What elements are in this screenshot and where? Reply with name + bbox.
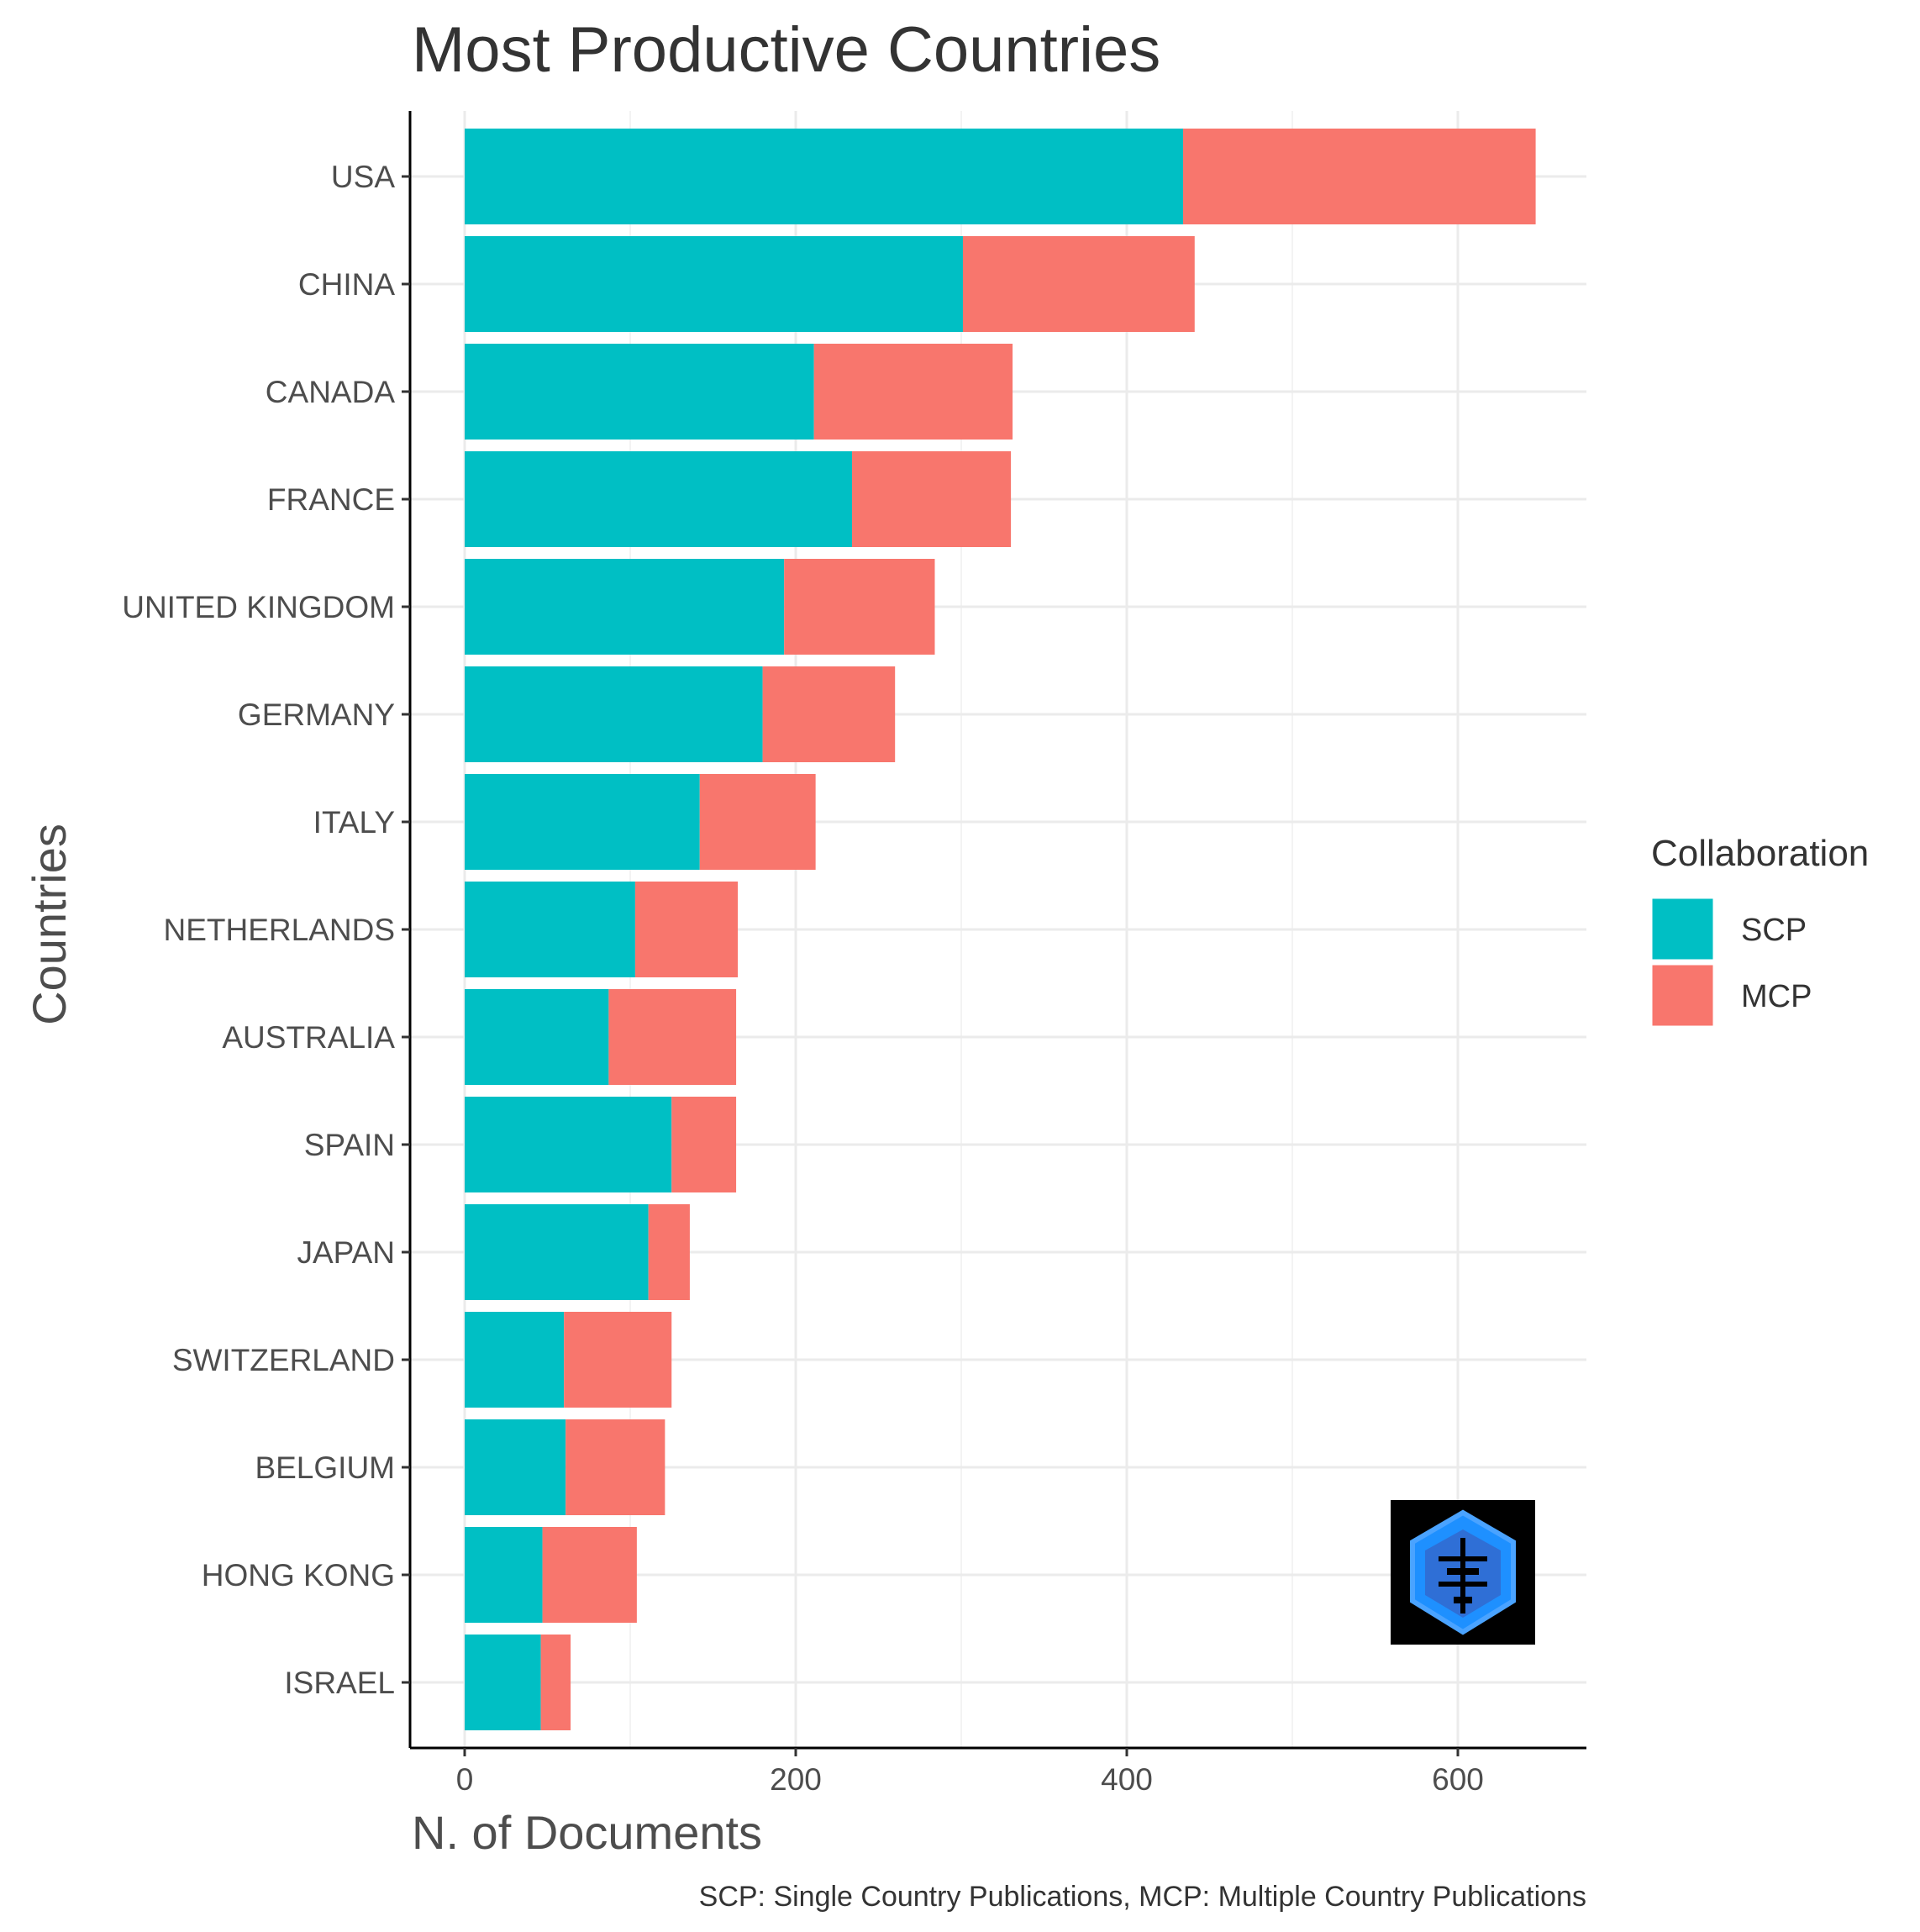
x-axis-ticks: 0 200 400 600 <box>456 1748 1484 1797</box>
bar-scp-japan <box>465 1204 649 1300</box>
y-tick-label: USA <box>331 160 395 194</box>
bars <box>465 129 1536 1730</box>
y-tick-label: HONG KONG <box>202 1558 395 1592</box>
logo-icon <box>1391 1500 1535 1645</box>
caption: SCP: Single Country Publications, MCP: M… <box>699 1881 1586 1913</box>
y-tick-label: SWITZERLAND <box>172 1343 395 1377</box>
y-tick-label: AUSTRALIA <box>222 1020 395 1055</box>
y-tick-label: FRANCE <box>267 482 395 517</box>
legend-label-scp: SCP <box>1741 913 1807 948</box>
bar-mcp-united-kingdom <box>784 559 935 655</box>
bar-scp-united-kingdom <box>465 559 785 655</box>
x-tick-label: 600 <box>1432 1762 1484 1797</box>
bar-mcp-china <box>962 236 1195 332</box>
y-tick-label: ISRAEL <box>284 1666 395 1700</box>
y-tick-label: CANADA <box>266 375 396 409</box>
y-tick-label: JAPAN <box>297 1235 395 1270</box>
chart-title: Most Productive Countries <box>412 14 1160 86</box>
bar-mcp-germany <box>762 666 896 762</box>
bar-mcp-netherlands <box>634 882 739 977</box>
bar-scp-china <box>465 236 963 332</box>
bar-mcp-italy <box>699 774 816 870</box>
legend-key-scp <box>1649 896 1716 962</box>
x-tick-label: 200 <box>770 1762 822 1797</box>
y-tick-label: SPAIN <box>304 1128 395 1162</box>
bar-scp-germany <box>465 666 763 762</box>
bar-mcp-france <box>851 451 1012 547</box>
y-axis-ticks: USA CHINA CANADA FRANCE UNITED KINGDOM GERMAN… <box>122 160 410 1700</box>
legend-label-mcp: MCP <box>1741 979 1812 1014</box>
legend: Collaboration SCP MCP <box>1649 833 1869 1029</box>
legend-key-mcp <box>1649 962 1716 1029</box>
y-tick-label: BELGIUM <box>255 1450 395 1485</box>
y-tick-label: UNITED KINGDOM <box>122 590 395 624</box>
x-tick-label: 400 <box>1101 1762 1153 1797</box>
bar-mcp-hong-kong <box>542 1527 637 1623</box>
y-tick-label: ITALY <box>313 805 395 840</box>
bar-scp-hong-kong <box>465 1527 543 1623</box>
legend-title: Collaboration <box>1651 833 1869 874</box>
bar-scp-italy <box>465 774 700 870</box>
bar-scp-israel <box>465 1635 541 1730</box>
bar-scp-canada <box>465 344 814 440</box>
y-tick-label: GERMANY <box>238 698 395 732</box>
bar-scp-spain <box>465 1097 672 1192</box>
bar-mcp-switzerland <box>564 1312 672 1408</box>
y-tick-label: CHINA <box>298 267 395 302</box>
x-axis-title: N. of Documents <box>412 1806 762 1859</box>
bar-mcp-usa <box>1182 129 1536 224</box>
bar-mcp-canada <box>813 344 1013 440</box>
bar-mcp-belgium <box>565 1419 665 1515</box>
bar-scp-australia <box>465 989 609 1085</box>
bar-mcp-australia <box>608 989 737 1085</box>
x-tick-label: 0 <box>456 1762 474 1797</box>
bar-mcp-japan <box>648 1204 690 1300</box>
bar-scp-usa <box>465 129 1183 224</box>
bar-mcp-spain <box>671 1097 737 1192</box>
bar-scp-belgium <box>465 1419 566 1515</box>
bar-scp-france <box>465 451 852 547</box>
bar-scp-netherlands <box>465 882 635 977</box>
y-tick-label: NETHERLANDS <box>164 913 396 947</box>
bar-scp-switzerland <box>465 1312 565 1408</box>
bar-mcp-israel <box>540 1635 571 1730</box>
y-axis-title: Countries <box>23 824 76 1025</box>
